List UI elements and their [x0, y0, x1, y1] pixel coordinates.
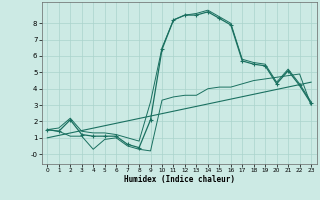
X-axis label: Humidex (Indice chaleur): Humidex (Indice chaleur) [124, 175, 235, 184]
